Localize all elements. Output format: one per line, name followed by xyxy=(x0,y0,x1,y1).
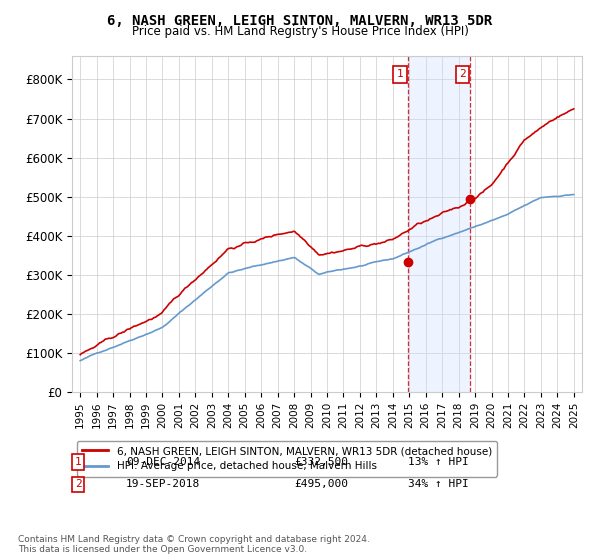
Text: £332,500: £332,500 xyxy=(294,457,348,467)
Text: 1: 1 xyxy=(74,457,82,467)
Text: 1: 1 xyxy=(397,69,403,80)
Text: 13% ↑ HPI: 13% ↑ HPI xyxy=(408,457,469,467)
Text: 34% ↑ HPI: 34% ↑ HPI xyxy=(408,479,469,489)
Text: 6, NASH GREEN, LEIGH SINTON, MALVERN, WR13 5DR: 6, NASH GREEN, LEIGH SINTON, MALVERN, WR… xyxy=(107,14,493,28)
Text: 2: 2 xyxy=(459,69,466,80)
Bar xyxy=(408,56,470,392)
Text: 2: 2 xyxy=(74,479,82,489)
Legend: 6, NASH GREEN, LEIGH SINTON, MALVERN, WR13 5DR (detached house), HPI: Average pr: 6, NASH GREEN, LEIGH SINTON, MALVERN, WR… xyxy=(77,441,497,477)
Text: £495,000: £495,000 xyxy=(294,479,348,489)
Text: Contains HM Land Registry data © Crown copyright and database right 2024.
This d: Contains HM Land Registry data © Crown c… xyxy=(18,535,370,554)
Text: 19-SEP-2018: 19-SEP-2018 xyxy=(126,479,200,489)
Text: 09-DEC-2014: 09-DEC-2014 xyxy=(126,457,200,467)
Text: Price paid vs. HM Land Registry's House Price Index (HPI): Price paid vs. HM Land Registry's House … xyxy=(131,25,469,38)
